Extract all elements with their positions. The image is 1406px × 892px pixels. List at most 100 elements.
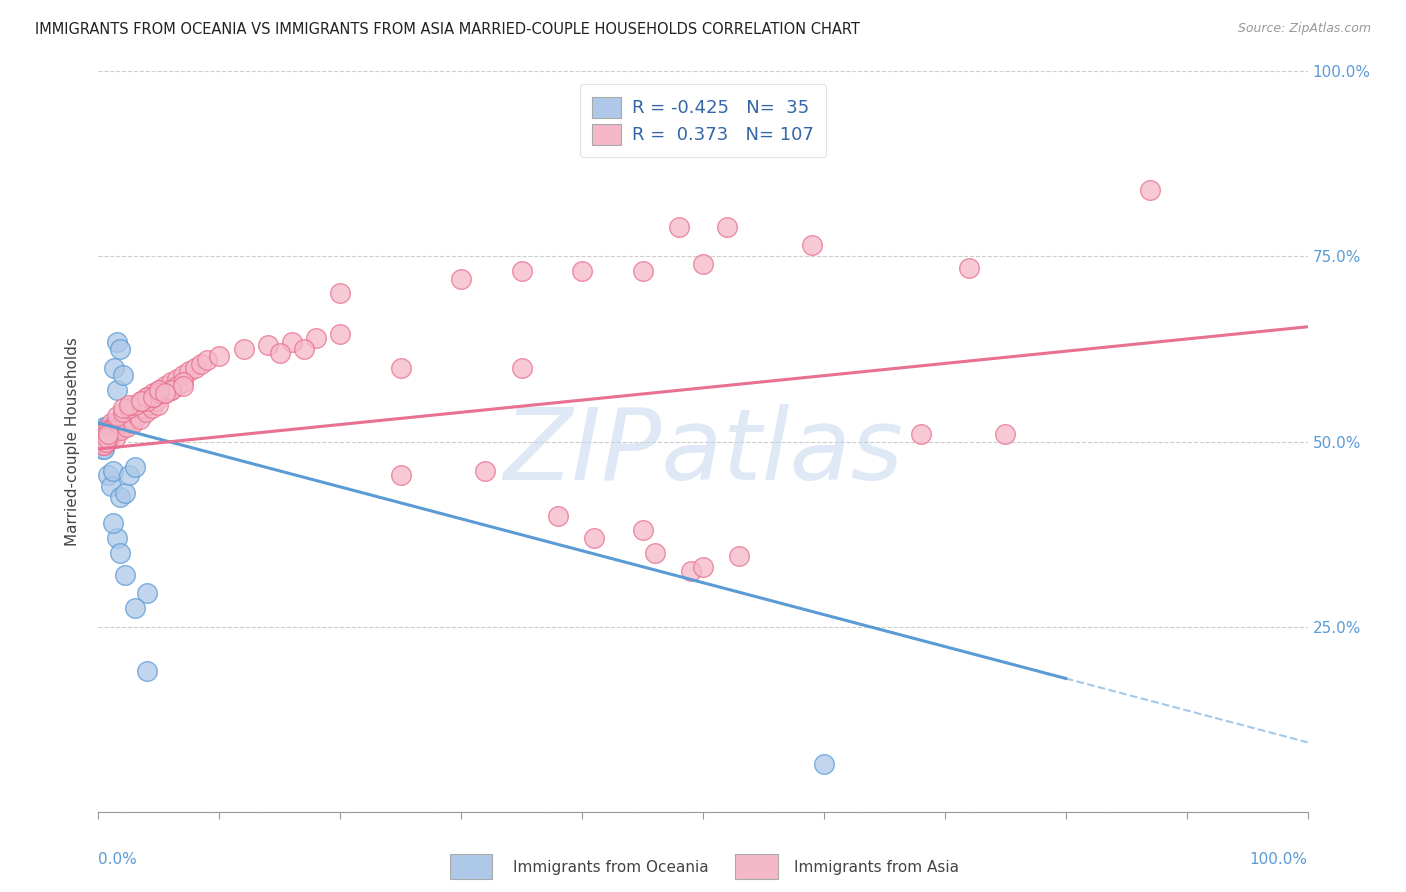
Point <box>127 405 149 419</box>
Point <box>105 334 128 349</box>
Point <box>97 427 120 442</box>
Point <box>98 431 121 445</box>
Point <box>172 379 194 393</box>
Point <box>994 427 1017 442</box>
Point <box>97 467 120 482</box>
Point <box>118 398 141 412</box>
Point <box>281 334 304 349</box>
Point <box>256 338 278 352</box>
Point <box>93 419 115 434</box>
Point <box>118 401 141 416</box>
Point <box>668 219 690 234</box>
Point <box>97 424 120 438</box>
Point <box>108 419 131 434</box>
Point <box>631 524 654 538</box>
Point <box>139 398 162 412</box>
Point <box>142 390 165 404</box>
Point <box>122 416 145 430</box>
Point <box>94 424 117 438</box>
Point <box>474 464 496 478</box>
Point <box>97 431 120 445</box>
Point <box>129 393 152 408</box>
Point <box>124 460 146 475</box>
Point <box>93 431 115 445</box>
Point <box>389 467 412 482</box>
Point <box>93 438 115 452</box>
Point <box>160 383 183 397</box>
Legend: R = -0.425   N=  35, R =  0.373   N= 107: R = -0.425 N= 35, R = 0.373 N= 107 <box>579 84 827 157</box>
Point <box>91 442 114 456</box>
Point <box>329 286 352 301</box>
Point <box>94 434 117 449</box>
Point <box>679 564 702 578</box>
Point <box>195 353 218 368</box>
Point <box>91 427 114 442</box>
Point <box>153 386 176 401</box>
Point <box>124 601 146 615</box>
Point <box>644 546 666 560</box>
Point <box>96 419 118 434</box>
Point <box>184 360 207 375</box>
Point <box>148 386 170 401</box>
Point <box>100 424 122 438</box>
Point <box>716 219 738 234</box>
Point <box>97 427 120 442</box>
Point <box>94 424 117 438</box>
Point <box>135 405 157 419</box>
Point <box>94 434 117 449</box>
Point <box>148 383 170 397</box>
Point <box>108 342 131 356</box>
Point <box>114 412 136 426</box>
Point <box>111 401 134 416</box>
Point <box>160 376 183 390</box>
Point <box>305 331 328 345</box>
Point <box>120 409 142 423</box>
Point <box>96 431 118 445</box>
Point <box>124 398 146 412</box>
Point <box>510 360 533 375</box>
Point <box>583 531 606 545</box>
Point <box>101 516 124 530</box>
Point <box>100 416 122 430</box>
Point <box>172 368 194 382</box>
Point <box>957 260 980 275</box>
Point <box>101 419 124 434</box>
Point <box>910 427 932 442</box>
Point <box>121 412 143 426</box>
Point <box>145 393 167 408</box>
Point <box>103 360 125 375</box>
Point <box>111 405 134 419</box>
Point <box>114 567 136 582</box>
Point <box>132 401 155 416</box>
Point <box>110 424 132 438</box>
Point <box>101 464 124 478</box>
Text: IMMIGRANTS FROM OCEANIA VS IMMIGRANTS FROM ASIA MARRIED-COUPLE HOUSEHOLDS CORREL: IMMIGRANTS FROM OCEANIA VS IMMIGRANTS FR… <box>35 22 860 37</box>
Point <box>160 383 183 397</box>
Point <box>103 424 125 438</box>
Point <box>450 271 472 285</box>
Text: 0.0%: 0.0% <box>98 853 138 867</box>
Point <box>105 416 128 430</box>
Point <box>143 390 166 404</box>
Point <box>148 383 170 397</box>
Point <box>96 434 118 449</box>
Point <box>93 434 115 449</box>
Point <box>631 264 654 278</box>
Point <box>108 546 131 560</box>
Point <box>292 342 315 356</box>
Point <box>96 424 118 438</box>
Point <box>142 390 165 404</box>
Point <box>138 393 160 408</box>
Point <box>124 401 146 416</box>
Point <box>800 238 823 252</box>
Point <box>389 360 412 375</box>
Point <box>166 379 188 393</box>
Point <box>118 467 141 482</box>
Y-axis label: Married-couple Households: Married-couple Households <box>65 337 80 546</box>
Point <box>91 438 114 452</box>
Point <box>142 386 165 401</box>
Point <box>329 327 352 342</box>
Text: ZIPatlas: ZIPatlas <box>503 404 903 501</box>
Point <box>91 438 114 452</box>
Point <box>232 342 254 356</box>
